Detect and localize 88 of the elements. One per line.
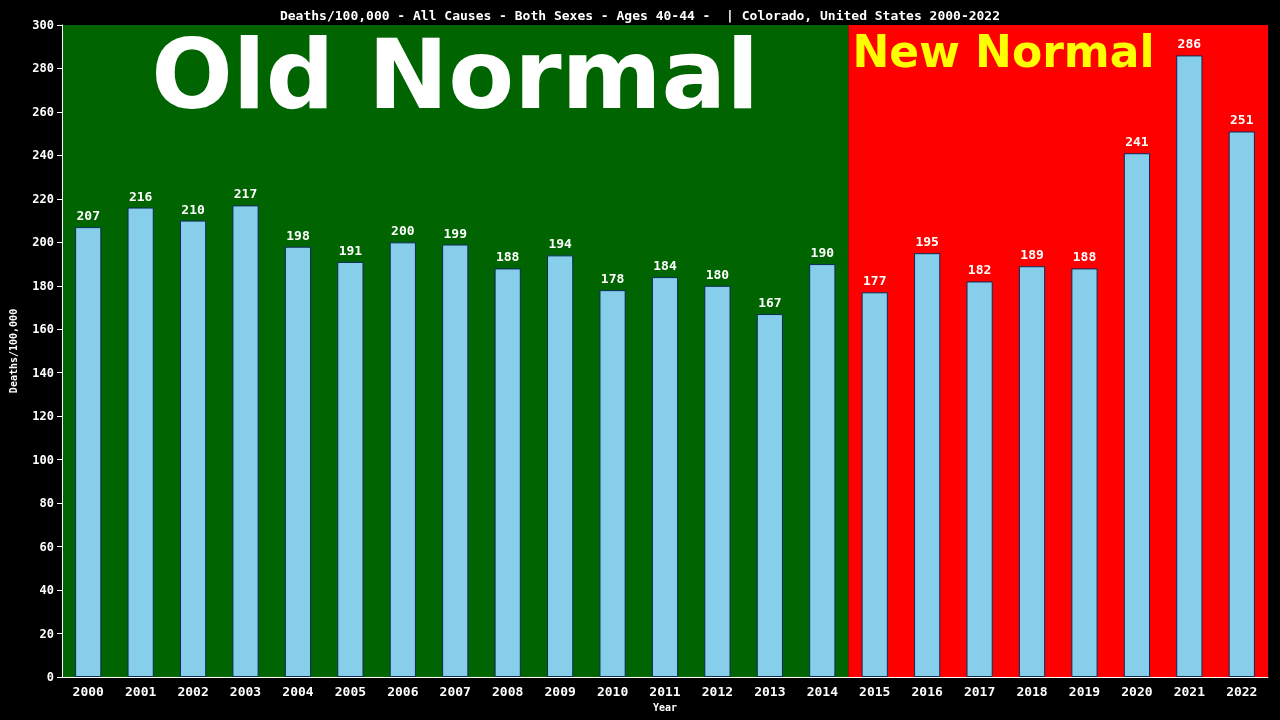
data-label: 251: [1230, 112, 1254, 128]
x-tick-label: 2002: [177, 684, 209, 699]
y-tick-label: 140: [32, 365, 54, 380]
data-label: 198: [286, 227, 310, 243]
x-tick-label: 2006: [387, 684, 419, 699]
bar: [1176, 55, 1203, 677]
data-label: 286: [1177, 36, 1202, 52]
bar: [599, 290, 626, 677]
x-tick-label: 2013: [754, 684, 786, 699]
data-label: 184: [653, 258, 677, 274]
bar: [809, 264, 836, 677]
data-label: 189: [1020, 247, 1044, 263]
y-tick-label: 220: [32, 191, 54, 206]
data-label: 210: [181, 201, 205, 217]
x-tick-label: 2012: [701, 684, 734, 699]
data-label: 180: [705, 266, 730, 282]
data-label: 177: [863, 273, 887, 289]
y-tick-label: 240: [32, 148, 54, 163]
bar: [127, 207, 154, 677]
data-label: 167: [758, 295, 782, 311]
y-tick-label: 180: [32, 278, 54, 293]
x-tick-label: 2014: [806, 684, 839, 699]
bar: [966, 281, 993, 677]
bar: [1123, 153, 1151, 677]
y-tick-label: 100: [32, 452, 54, 467]
y-tick-label: 200: [32, 235, 54, 250]
bar: [914, 253, 941, 677]
y-axis-title: Deaths/100,000: [7, 308, 19, 394]
x-tick-label: 2016: [911, 684, 943, 699]
data-label: 200: [391, 223, 415, 239]
bar: [179, 220, 207, 677]
bar: [75, 227, 102, 677]
bar: [232, 205, 259, 677]
band-label: New Normal: [852, 25, 1155, 77]
bar: [442, 244, 469, 677]
y-tick-label: 40: [39, 583, 54, 598]
y-tick-label: 120: [32, 409, 54, 424]
bar: [756, 314, 783, 677]
data-label: 191: [338, 242, 363, 258]
x-tick-label: 2007: [439, 684, 471, 699]
x-axis-title: Year: [652, 702, 678, 714]
data-label: 195: [915, 234, 939, 250]
bar: [1018, 266, 1046, 677]
data-label: 194: [548, 236, 573, 252]
data-label: 199: [443, 225, 467, 241]
y-tick-label: 260: [32, 104, 54, 119]
y-tick-label: 80: [39, 496, 54, 511]
bar: [704, 285, 731, 677]
bar: [651, 277, 679, 677]
y-tick-label: 20: [39, 626, 54, 641]
bar: [1071, 268, 1098, 677]
y-tick-label: 300: [32, 18, 54, 32]
x-tick-label: 2018: [1016, 684, 1048, 699]
data-label: 188: [1072, 249, 1097, 265]
bar: [861, 292, 888, 677]
bar: [1228, 131, 1255, 677]
x-tick-label: 2009: [544, 684, 576, 699]
bar: [337, 261, 364, 677]
y-tick-label: 280: [32, 61, 54, 76]
y-tick-label: 60: [39, 539, 54, 554]
bar: [547, 255, 574, 677]
bar: [494, 268, 521, 677]
x-tick-label: 2017: [963, 684, 996, 699]
data-label: 190: [810, 245, 835, 261]
data-label: 241: [1125, 134, 1149, 150]
x-tick-label: 2022: [1226, 684, 1258, 699]
data-label: 207: [76, 208, 100, 224]
x-tick-label: 2019: [1068, 684, 1101, 699]
x-tick-label: 2005: [334, 684, 367, 699]
x-tick-label: 2010: [596, 684, 629, 699]
x-tick-label: 2011: [649, 684, 681, 699]
data-label: 216: [128, 188, 153, 204]
x-tick-label: 2003: [229, 684, 262, 699]
x-tick-label: 2021: [1173, 684, 1206, 699]
bar: [389, 242, 416, 677]
data-label: 178: [600, 271, 625, 287]
x-tick-label: 2000: [72, 684, 105, 699]
x-tick-label: 2008: [492, 684, 524, 699]
x-tick-label: 2020: [1121, 684, 1153, 699]
y-tick-label: 0: [46, 670, 54, 684]
x-tick-label: 2004: [282, 684, 314, 699]
bar: [284, 246, 312, 677]
data-label: 217: [233, 186, 258, 202]
data-label: 188: [495, 249, 520, 265]
data-label: 182: [967, 262, 992, 278]
y-tick-label: 160: [32, 322, 54, 337]
x-tick-label: 2001: [125, 684, 157, 699]
x-tick-label: 2015: [859, 684, 891, 699]
